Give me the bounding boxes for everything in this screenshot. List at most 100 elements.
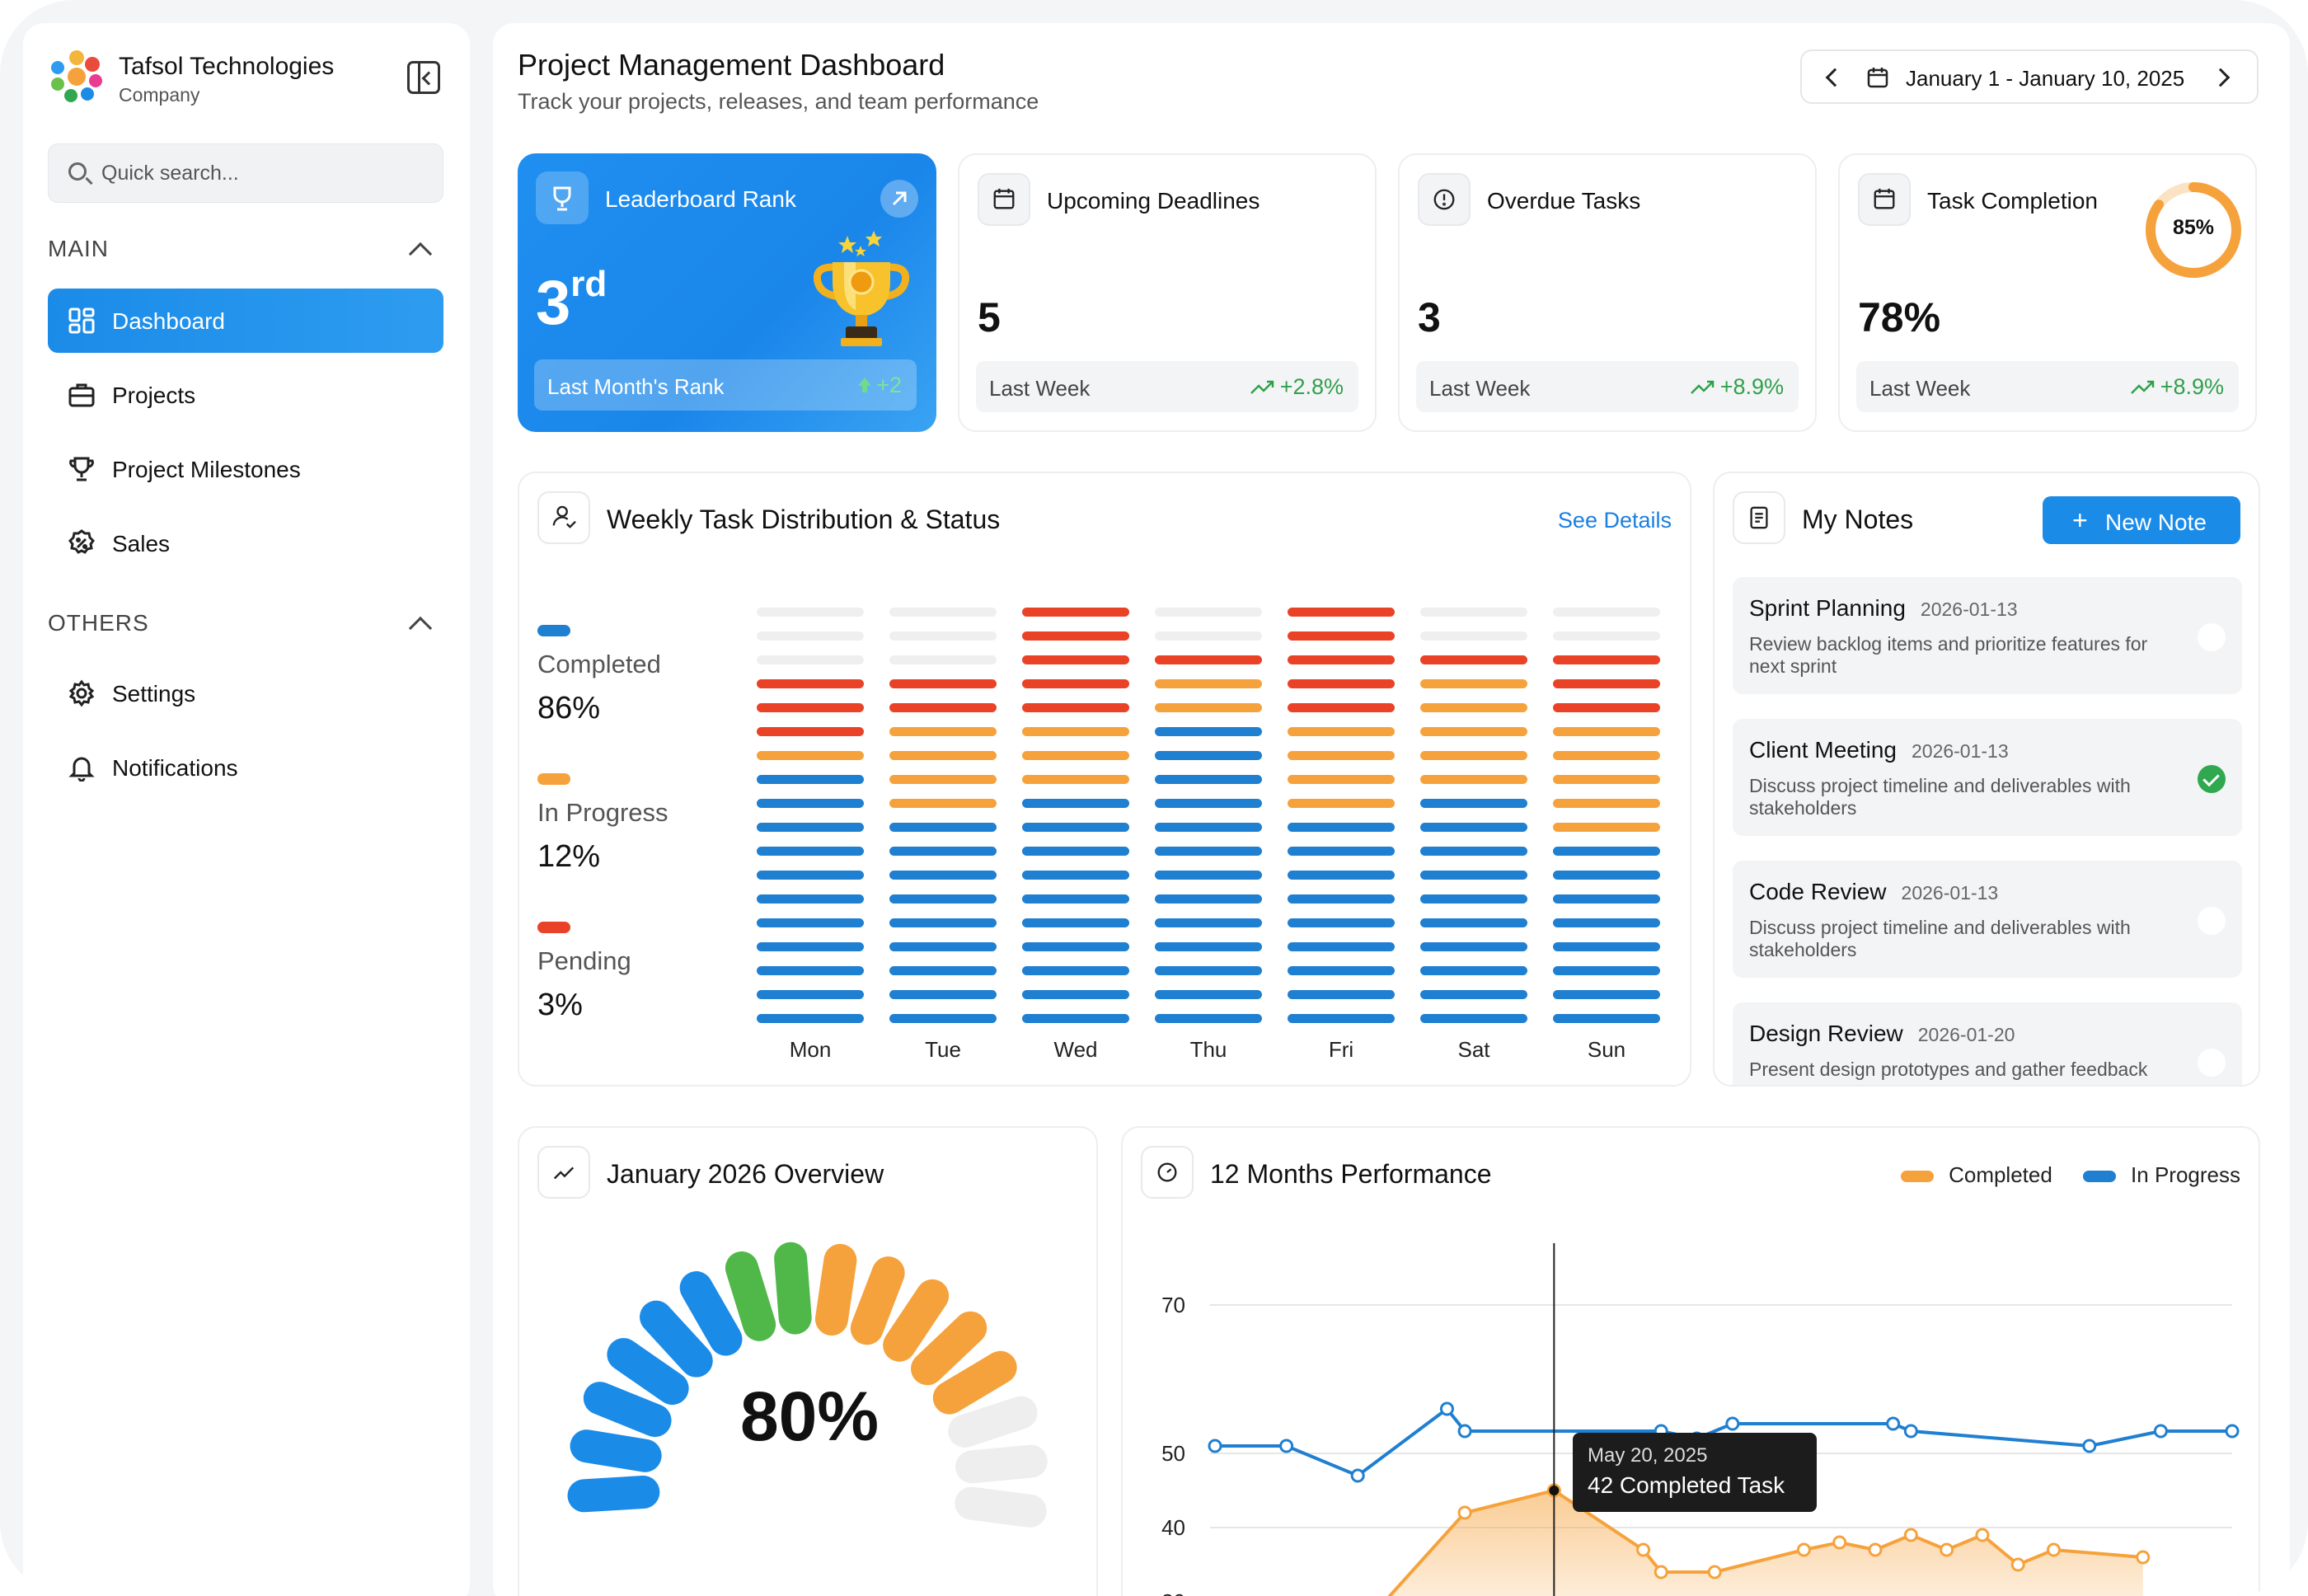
sidebar-item-sales[interactable]: Sales (48, 511, 443, 575)
completion-value: 78% (1858, 294, 1941, 340)
data-point[interactable] (1903, 1528, 1918, 1542)
date-range-picker[interactable]: January 1 - January 10, 2025 (1800, 49, 2259, 104)
gauge-segment (932, 1350, 1017, 1415)
weekly-distribution-card: Weekly Task Distribution & Status See De… (518, 472, 1691, 1087)
upcoming-deadlines-card: Upcoming Deadlines 5 Last Week +2.8% (958, 153, 1377, 432)
bar-segment (1022, 990, 1129, 999)
data-point[interactable] (1903, 1424, 1918, 1439)
see-details-link[interactable]: See Details (1557, 508, 1672, 533)
bar-segment (757, 918, 864, 927)
bar-segment (757, 775, 864, 784)
bar-segment (1288, 966, 1395, 975)
open-leaderboard-icon[interactable] (880, 180, 918, 218)
sidebar-collapse-icon[interactable] (407, 61, 440, 94)
bar-segment (1155, 703, 1262, 712)
rank-up-icon (858, 378, 871, 392)
data-point[interactable] (1350, 1468, 1365, 1483)
data-point[interactable] (1457, 1424, 1472, 1439)
bar-segment (889, 799, 997, 808)
data-point[interactable] (1940, 1542, 1954, 1557)
bar-segment (1420, 679, 1527, 688)
data-point[interactable] (2010, 1557, 2025, 1572)
data-point[interactable] (1796, 1542, 1811, 1557)
note-title: Design Review (1749, 1021, 1903, 1046)
data-point[interactable] (1654, 1565, 1668, 1580)
sidebar-item-projects[interactable]: Projects (48, 363, 443, 427)
data-point[interactable] (1886, 1416, 1901, 1431)
data-point[interactable] (2225, 1424, 2240, 1439)
trend-up-icon (2131, 380, 2155, 394)
bar-segment (1553, 703, 1660, 712)
trend-up-icon (1250, 380, 1274, 394)
others-section-collapse-icon[interactable] (408, 616, 433, 641)
note-item[interactable]: Sprint Planning 2026-01-13 Review backlog… (1733, 577, 2242, 694)
rank-card-title: Leaderboard Rank (605, 186, 796, 212)
data-point[interactable] (1832, 1535, 1847, 1550)
bell-icon (68, 757, 95, 782)
bar-segment (1420, 631, 1527, 641)
bar-segment (889, 775, 997, 784)
legend-swatch (537, 922, 570, 933)
bar-segment (889, 751, 997, 760)
bar-segment (1288, 871, 1395, 880)
performance-legend: Completed In Progress (1876, 1162, 2240, 1188)
data-point[interactable] (2082, 1439, 2097, 1453)
main-section-collapse-icon[interactable] (408, 242, 433, 266)
note-check-icon[interactable] (2198, 765, 2226, 793)
deadlines-title: Upcoming Deadlines (1047, 188, 1260, 214)
bar-segment (1553, 727, 1660, 736)
bar-segment (1553, 823, 1660, 832)
overview-value: 80% (739, 1378, 880, 1455)
sidebar-item-settings[interactable]: Settings (48, 661, 443, 725)
rank-value: 3rd (536, 263, 607, 338)
data-point[interactable] (2153, 1424, 2168, 1439)
trend-up-icon (1691, 380, 1715, 394)
data-point[interactable] (1457, 1505, 1472, 1520)
bar-segment (1022, 871, 1129, 880)
data-point[interactable] (2047, 1542, 2062, 1557)
hover-point (1549, 1486, 1560, 1495)
note-item[interactable]: Code Review 2026-01-13 Discuss project ti… (1733, 861, 2242, 978)
data-point[interactable] (2136, 1550, 2151, 1565)
note-check-icon[interactable] (2198, 1049, 2226, 1077)
completion-ring: 85% (2143, 180, 2244, 280)
data-point[interactable] (1975, 1528, 1990, 1542)
gauge-segment (567, 1475, 660, 1513)
search-input[interactable] (101, 144, 431, 202)
note-check-icon[interactable] (2198, 907, 2226, 935)
data-point[interactable] (1439, 1401, 1454, 1416)
completion-title: Task Completion (1927, 188, 2098, 214)
calendar-icon (978, 173, 1030, 226)
bar-segment (757, 894, 864, 904)
data-point[interactable] (1208, 1439, 1222, 1453)
others-section-title: OTHERS (48, 610, 149, 636)
data-point[interactable] (1279, 1439, 1294, 1453)
user-check-icon (537, 491, 590, 544)
sidebar-item-notifications[interactable]: Notifications (48, 735, 443, 800)
deadlines-foot-label: Last Week (989, 376, 1091, 401)
note-check-icon[interactable] (2198, 623, 2226, 651)
trophy-illustration-icon (813, 231, 910, 346)
bar-segment (1155, 942, 1262, 951)
new-note-button[interactable]: + New Note (2043, 496, 2240, 544)
data-point[interactable] (1707, 1565, 1722, 1580)
data-point[interactable] (1636, 1542, 1651, 1557)
data-point[interactable] (1868, 1542, 1883, 1557)
bar-segment (1155, 727, 1262, 736)
data-point[interactable] (1725, 1416, 1740, 1431)
bar-segment (889, 1014, 997, 1023)
rank-badge-icon (536, 171, 589, 224)
bar-segment (1553, 679, 1660, 688)
previous-range-icon[interactable] (1825, 68, 1845, 87)
sidebar-item-dashboard[interactable]: Dashboard (48, 289, 443, 353)
note-title: Code Review (1749, 879, 1887, 904)
bar-segment (757, 679, 864, 688)
next-range-icon[interactable] (2211, 68, 2231, 87)
bar-segment (889, 894, 997, 904)
bar-segment (1288, 847, 1395, 856)
note-item[interactable]: Design Review 2026-01-20 Present design p… (1733, 1002, 2242, 1085)
note-item[interactable]: Client Meeting 2026-01-13 Discuss project… (1733, 719, 2242, 836)
notepad-icon (1733, 491, 1785, 544)
sidebar-item-project-milestones[interactable]: Project Milestones (48, 437, 443, 501)
bar-segment (1288, 631, 1395, 641)
